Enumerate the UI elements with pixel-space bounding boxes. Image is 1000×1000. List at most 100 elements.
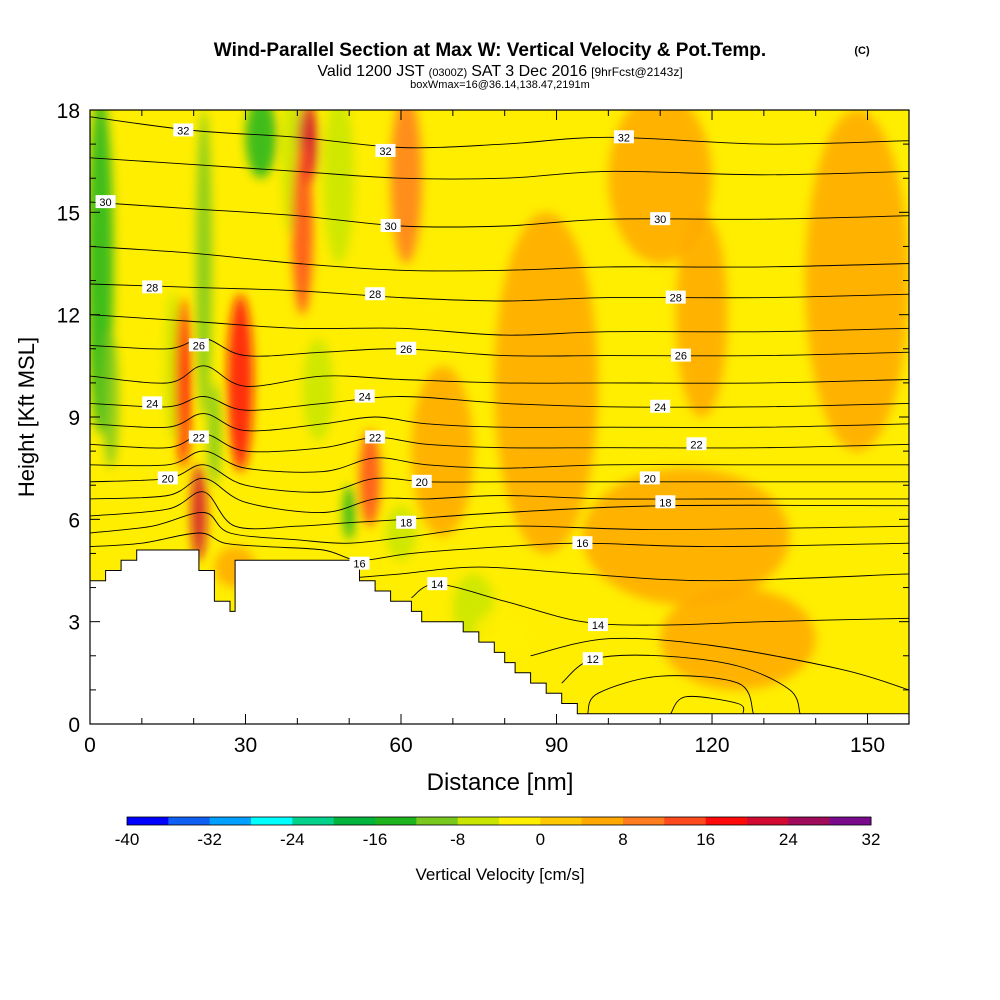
colorbar-swatch-13: [664, 817, 707, 825]
contour-label-27: 12: [587, 654, 599, 666]
w-feature-14: [175, 297, 192, 469]
contour-label-bg: [686, 437, 707, 451]
colorbar-swatch-14: [705, 817, 748, 825]
contour-label-bg: [380, 218, 401, 232]
w-feature-2: [245, 110, 277, 179]
contour-label-bg: [396, 341, 417, 355]
colorbar-tick-label: 24: [779, 830, 798, 849]
x-tick-label: 120: [695, 734, 730, 757]
contour-label-bg: [142, 280, 163, 294]
y-tick-label: 0: [68, 714, 80, 737]
x-axis: 0 30 60 90 120 150: [84, 110, 885, 757]
w-feature-4: [208, 382, 221, 486]
theta-contour-21: [90, 450, 909, 473]
w-feature-26: [660, 587, 816, 690]
contour-label-14: 24: [654, 402, 666, 414]
contour-label-19: 20: [416, 477, 428, 489]
contour-label-bg: [427, 577, 448, 591]
contour-label-23: 16: [353, 559, 365, 571]
contour-label-13: 24: [359, 392, 371, 404]
colorbar-swatch-3: [251, 817, 293, 825]
w-feature-24: [805, 110, 909, 452]
contour-label-bg: [365, 430, 386, 444]
colorbar-tick-label: -16: [363, 830, 388, 849]
colorbar-tick-label: -40: [115, 830, 140, 849]
contour-label-bg: [188, 338, 209, 352]
w-feature-23: [675, 212, 728, 417]
box-info: boxWmax=16@36.14,138.47,2191m: [410, 79, 590, 91]
contour-label-bg: [639, 471, 660, 485]
contour-label-17: 22: [690, 439, 702, 451]
colorbar-swatch-17: [829, 817, 872, 825]
theta-contour-29: [90, 245, 909, 272]
colorbar-tick-label: 0: [536, 830, 545, 849]
vertical-velocity-field: [90, 110, 909, 690]
contour-label-bg: [349, 556, 370, 570]
theta-contour-32: [90, 116, 909, 149]
contour-label-25: 14: [431, 579, 443, 591]
theta-contour-13: [530, 637, 909, 691]
contour-label-bg: [142, 396, 163, 410]
contour-label-15: 22: [193, 432, 205, 444]
colorbar-swatch-7: [416, 817, 459, 825]
y-tick-label: 3: [68, 612, 80, 635]
contour-label-bg: [665, 290, 686, 304]
colorbar-swatch-4: [292, 817, 335, 825]
theta-contour-23: [90, 413, 909, 432]
w-feature-18: [292, 144, 313, 315]
colorbar-swatch-8: [457, 817, 500, 825]
contour-label-bg: [95, 195, 116, 209]
y-tick-label: 18: [57, 100, 80, 123]
contour-label-3: 30: [99, 197, 111, 209]
contour-label-bg: [572, 536, 593, 550]
contour-label-bg: [411, 474, 432, 488]
contour-label-18: 20: [162, 473, 174, 485]
colorbar-swatch-6: [375, 817, 417, 825]
y-axis-label: Height [Kft MSL]: [14, 337, 39, 497]
contour-label-bg: [375, 143, 396, 157]
theta-contour-15: [359, 566, 909, 582]
theta-contour-31: [90, 157, 909, 180]
w-feature-11: [385, 505, 417, 561]
colorbar-swatch-16: [788, 817, 831, 825]
contour-label-bg: [650, 399, 671, 413]
valid-utc: (0300Z): [429, 67, 468, 79]
w-feature-25: [582, 468, 790, 605]
contour-label-22: 18: [659, 497, 671, 509]
theta-contour-20: [90, 464, 909, 493]
contour-label-2: 32: [618, 132, 630, 144]
w-feature-22: [608, 110, 713, 264]
colorbar-tick-label: 16: [696, 830, 715, 849]
theta-contour-27: [90, 314, 909, 336]
potential-temperature-contours: [90, 116, 909, 715]
colorbar-swatch-9: [499, 817, 541, 825]
y-tick-label: 15: [57, 202, 80, 225]
contour-label-11: 26: [675, 351, 687, 363]
w-feature-19: [359, 430, 381, 527]
x-tick-label: 90: [545, 734, 568, 757]
contour-label-8: 28: [670, 293, 682, 305]
theta-contour-17: [90, 512, 909, 544]
y-tick-label: 6: [68, 509, 80, 532]
chart-title: Wind-Parallel Section at Max W: Vertical…: [214, 40, 766, 61]
contour-label-bg: [188, 430, 209, 444]
theta-contour-19: [90, 477, 909, 513]
colorbar-frame: [126, 816, 872, 826]
colorbar-swatch-2: [209, 817, 252, 825]
w-feature-1: [102, 331, 119, 469]
contour-label-bg: [587, 618, 608, 632]
colorbar-tick-label: 8: [618, 830, 627, 849]
x-axis-label: Distance [nm]: [427, 769, 574, 796]
x-tick-label: 150: [850, 734, 885, 757]
plot-area: 32 32 32 30 30 30 28 28 28 26 26 26 24 24 24 22 22 22 20 20…: [90, 110, 909, 724]
w-feature-16: [227, 294, 254, 472]
colorbar-tick-label: -24: [280, 830, 305, 849]
colorbar-swatch-1: [168, 817, 211, 825]
contour-label-5: 30: [654, 214, 666, 226]
contour-label-16: 22: [369, 432, 381, 444]
y-axis: 0 3 6 9 12 15 18: [57, 100, 909, 737]
contour-label-bg: [582, 652, 603, 666]
y-tick-label: 12: [57, 305, 80, 328]
theta-contour-24: [90, 396, 909, 411]
